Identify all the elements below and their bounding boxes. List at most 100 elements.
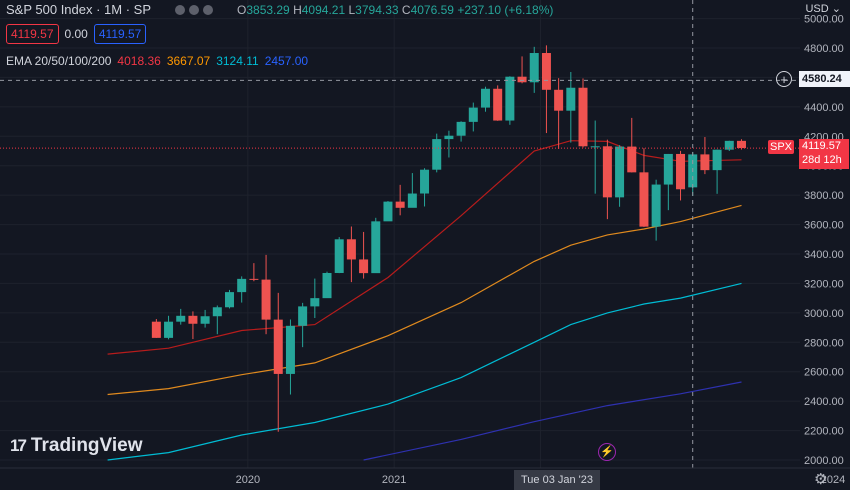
flash-icon[interactable]: ⚡ xyxy=(598,443,616,461)
open-value: 3853.29 xyxy=(246,2,290,17)
price-tick-label: 2400.00 xyxy=(804,396,844,408)
symbol-title[interactable]: S&P 500 Index · 1M · SP xyxy=(6,2,151,17)
time-tick-label: 2024 xyxy=(821,474,845,486)
bar-countdown: 28d 12h xyxy=(802,154,842,166)
candle-body xyxy=(237,278,247,293)
ema200-value: 2457.00 xyxy=(264,54,309,68)
price-tick-label: 3200.00 xyxy=(804,278,844,290)
candle-body xyxy=(346,239,356,260)
buy-button[interactable]: 4119.57 xyxy=(93,24,147,44)
candle-body xyxy=(420,169,430,194)
ema-legend[interactable]: EMA 20/50/100/200 4018.36 3667.07 3124.1… xyxy=(6,54,308,68)
candle-body xyxy=(322,272,332,299)
spread-value: 0.00 xyxy=(64,27,88,41)
status-dot-icon xyxy=(175,4,185,15)
candle-body xyxy=(261,279,271,320)
candle-body xyxy=(456,121,466,136)
price-tick-label: 3800.00 xyxy=(804,190,844,202)
status-dot-icon xyxy=(203,4,213,15)
candle-body xyxy=(736,140,746,149)
candle-body xyxy=(639,172,649,227)
candle-body xyxy=(480,88,490,108)
ema-legend-label: EMA 20/50/100/200 xyxy=(6,54,112,68)
price-tick-label: 4800.00 xyxy=(804,43,844,55)
candle-body xyxy=(676,153,686,190)
price-tick-label: 2000.00 xyxy=(804,455,844,467)
currency-label[interactable]: USD ⌄ xyxy=(805,3,841,15)
candle-body xyxy=(334,239,344,273)
candle-body xyxy=(298,306,308,326)
header-dots xyxy=(175,4,213,15)
crosshair-date-tag: Tue 03 Jan '23 xyxy=(514,470,600,490)
ohlc-values: O3853.29 H4094.21 L3794.33 C4076.59 +237… xyxy=(237,2,554,17)
candle-body xyxy=(590,146,600,148)
price-tick-label: 3600.00 xyxy=(804,220,844,232)
candle-body xyxy=(712,149,722,171)
tradingview-logo-text: TradingView xyxy=(30,435,143,456)
candle-body xyxy=(371,221,381,274)
time-tick-label: 2020 xyxy=(236,474,260,486)
last-price-value: 4119.57 xyxy=(802,140,841,152)
gear-icon[interactable]: ⚙ xyxy=(814,471,828,488)
tradingview-logo-icon: 17 xyxy=(10,436,27,455)
ema-line xyxy=(107,204,742,396)
candle-body xyxy=(566,87,576,111)
ema-line xyxy=(363,381,742,461)
candle-body xyxy=(310,298,320,307)
candle-body xyxy=(176,315,186,322)
candle-body xyxy=(285,325,295,374)
candle-body xyxy=(493,88,503,121)
price-tick-label: 3000.00 xyxy=(804,308,844,320)
candle-body xyxy=(395,201,405,208)
ema50-value: 3667.07 xyxy=(166,54,211,68)
candle-body xyxy=(554,89,564,111)
candle-body xyxy=(151,321,161,338)
tradingview-logo[interactable]: 17 TradingView xyxy=(10,435,143,457)
candle-body xyxy=(432,139,442,170)
candle-body xyxy=(407,193,417,208)
candle-body xyxy=(700,154,710,171)
candle-body xyxy=(541,53,551,90)
time-tick-label: 2021 xyxy=(382,474,406,486)
candle-body xyxy=(188,315,198,324)
price-tick-label: 4400.00 xyxy=(804,102,844,114)
sell-button[interactable]: 4119.57 xyxy=(6,24,59,44)
change-value: +237.10 (+6.18%) xyxy=(457,2,554,17)
add-alert-plus-icon[interactable]: + xyxy=(776,71,792,87)
candle-body xyxy=(517,76,527,83)
candle-body xyxy=(529,53,539,83)
price-tick-label: 3400.00 xyxy=(804,249,844,261)
candle-body xyxy=(615,146,625,198)
candle-body xyxy=(200,316,210,324)
candle-body xyxy=(724,140,734,150)
candle-body xyxy=(383,201,393,222)
candle-body xyxy=(602,146,612,198)
candle-body xyxy=(468,107,478,122)
candle-body xyxy=(627,146,637,173)
candle-body xyxy=(224,292,234,308)
high-value: 4094.21 xyxy=(301,2,346,17)
candle-body xyxy=(663,153,673,185)
symbol-tag: SPX xyxy=(768,140,794,154)
close-value: 4076.59 xyxy=(410,2,454,17)
price-tick-label: 2200.00 xyxy=(804,426,844,438)
candle-body xyxy=(249,278,259,280)
status-dot-icon xyxy=(189,4,199,15)
price-tick-label: 5000.00 xyxy=(804,14,844,26)
candle-body xyxy=(164,321,174,338)
candle-body xyxy=(578,87,588,147)
ema-line xyxy=(107,282,742,461)
price-tick-label: 2600.00 xyxy=(804,367,844,379)
ema20-value: 4018.36 xyxy=(117,54,161,68)
candle-body xyxy=(212,307,222,317)
trade-buttons: 4119.57 0.00 4119.57 xyxy=(6,24,147,44)
low-value: 3794.33 xyxy=(355,2,399,17)
symbol-header: S&P 500 Index · 1M · SP O3853.29 H4094.2… xyxy=(6,1,553,18)
price-tick-label: 2800.00 xyxy=(804,337,844,349)
candle-body xyxy=(651,184,661,227)
candle-body xyxy=(505,76,515,121)
ema100-value: 3124.11 xyxy=(216,54,259,68)
crosshair-price-tag: 4580.24 xyxy=(799,71,850,87)
